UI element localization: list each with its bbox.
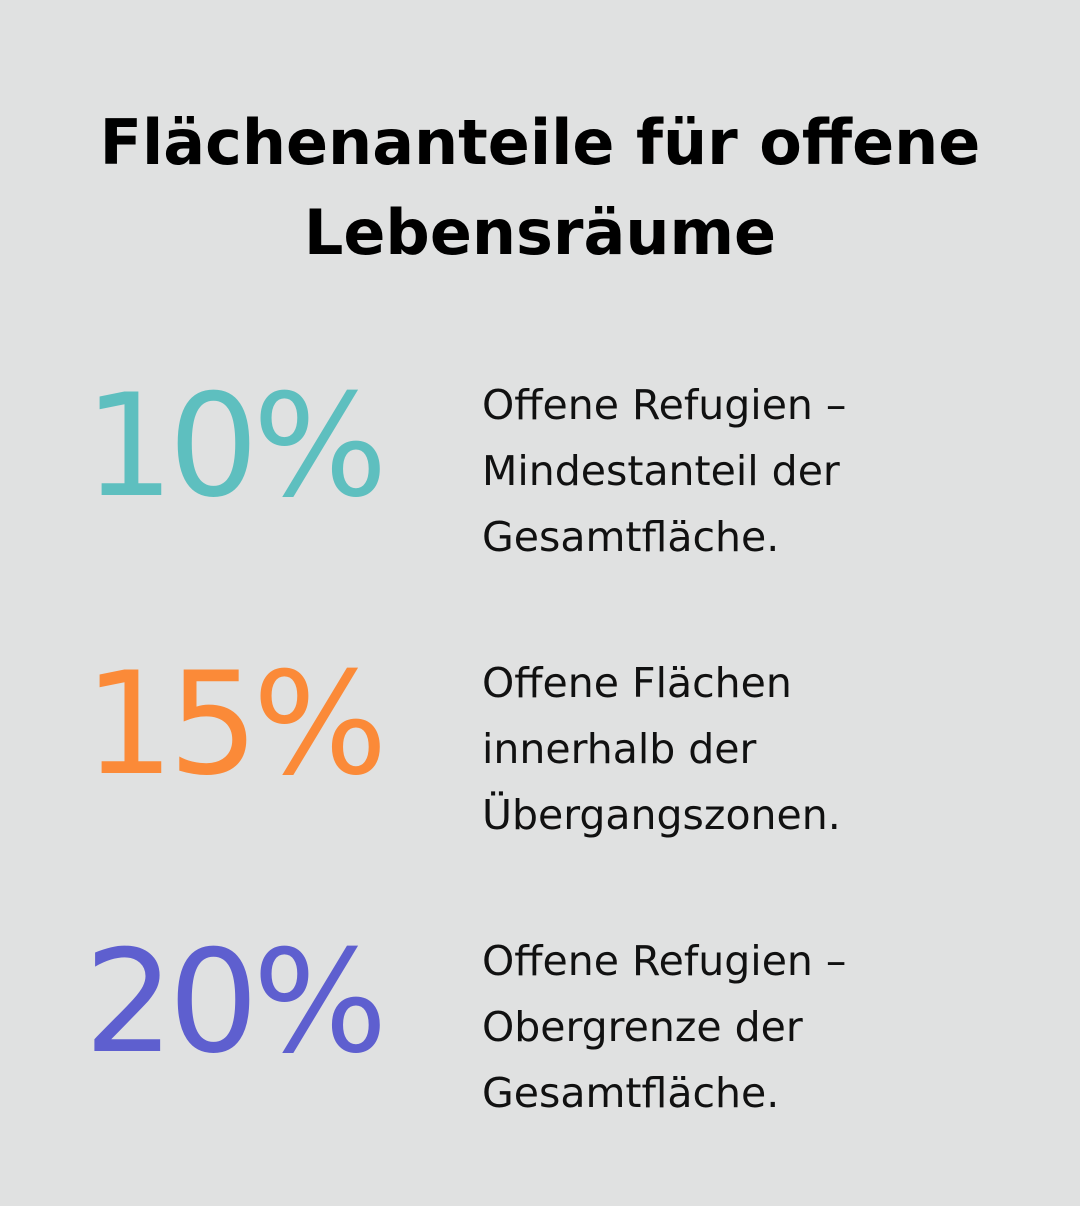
stat-description: Offene Refugien – Mindestanteil der Gesa…	[482, 372, 1042, 570]
stat-value: 15%	[84, 642, 388, 807]
stat-description-line: Offene Flächen	[482, 659, 792, 707]
stat-row-20-percent: 20% Offene Refugien – Obergrenze der Ges…	[0, 928, 1080, 1128]
stat-description: Offene Flächen innerhalb der Übergangszo…	[482, 650, 1042, 848]
stat-value: 10%	[84, 364, 388, 529]
stat-description-line: Gesamtfläche.	[482, 1069, 780, 1117]
page-title: Flächenanteile für offene Lebensräume	[0, 98, 1080, 278]
stat-row-15-percent: 15% Offene Flächen innerhalb der Übergan…	[0, 650, 1080, 850]
stat-description-line: innerhalb der	[482, 725, 757, 773]
stat-description-line: Mindestanteil der	[482, 447, 840, 495]
stat-value: 20%	[84, 920, 388, 1085]
stat-description-line: Übergangszonen.	[482, 791, 841, 839]
stat-description-line: Offene Refugien –	[482, 937, 847, 985]
stat-description-line: Gesamtfläche.	[482, 513, 780, 561]
stat-row-10-percent: 10% Offene Refugien – Mindestanteil der …	[0, 372, 1080, 572]
stat-description-line: Offene Refugien –	[482, 381, 847, 429]
page-title-line-1: Flächenanteile für offene	[99, 106, 981, 179]
stat-description: Offene Refugien – Obergrenze der Gesamtf…	[482, 928, 1042, 1126]
page-title-line-2: Lebensräume	[303, 196, 777, 269]
stat-description-line: Obergrenze der	[482, 1003, 803, 1051]
